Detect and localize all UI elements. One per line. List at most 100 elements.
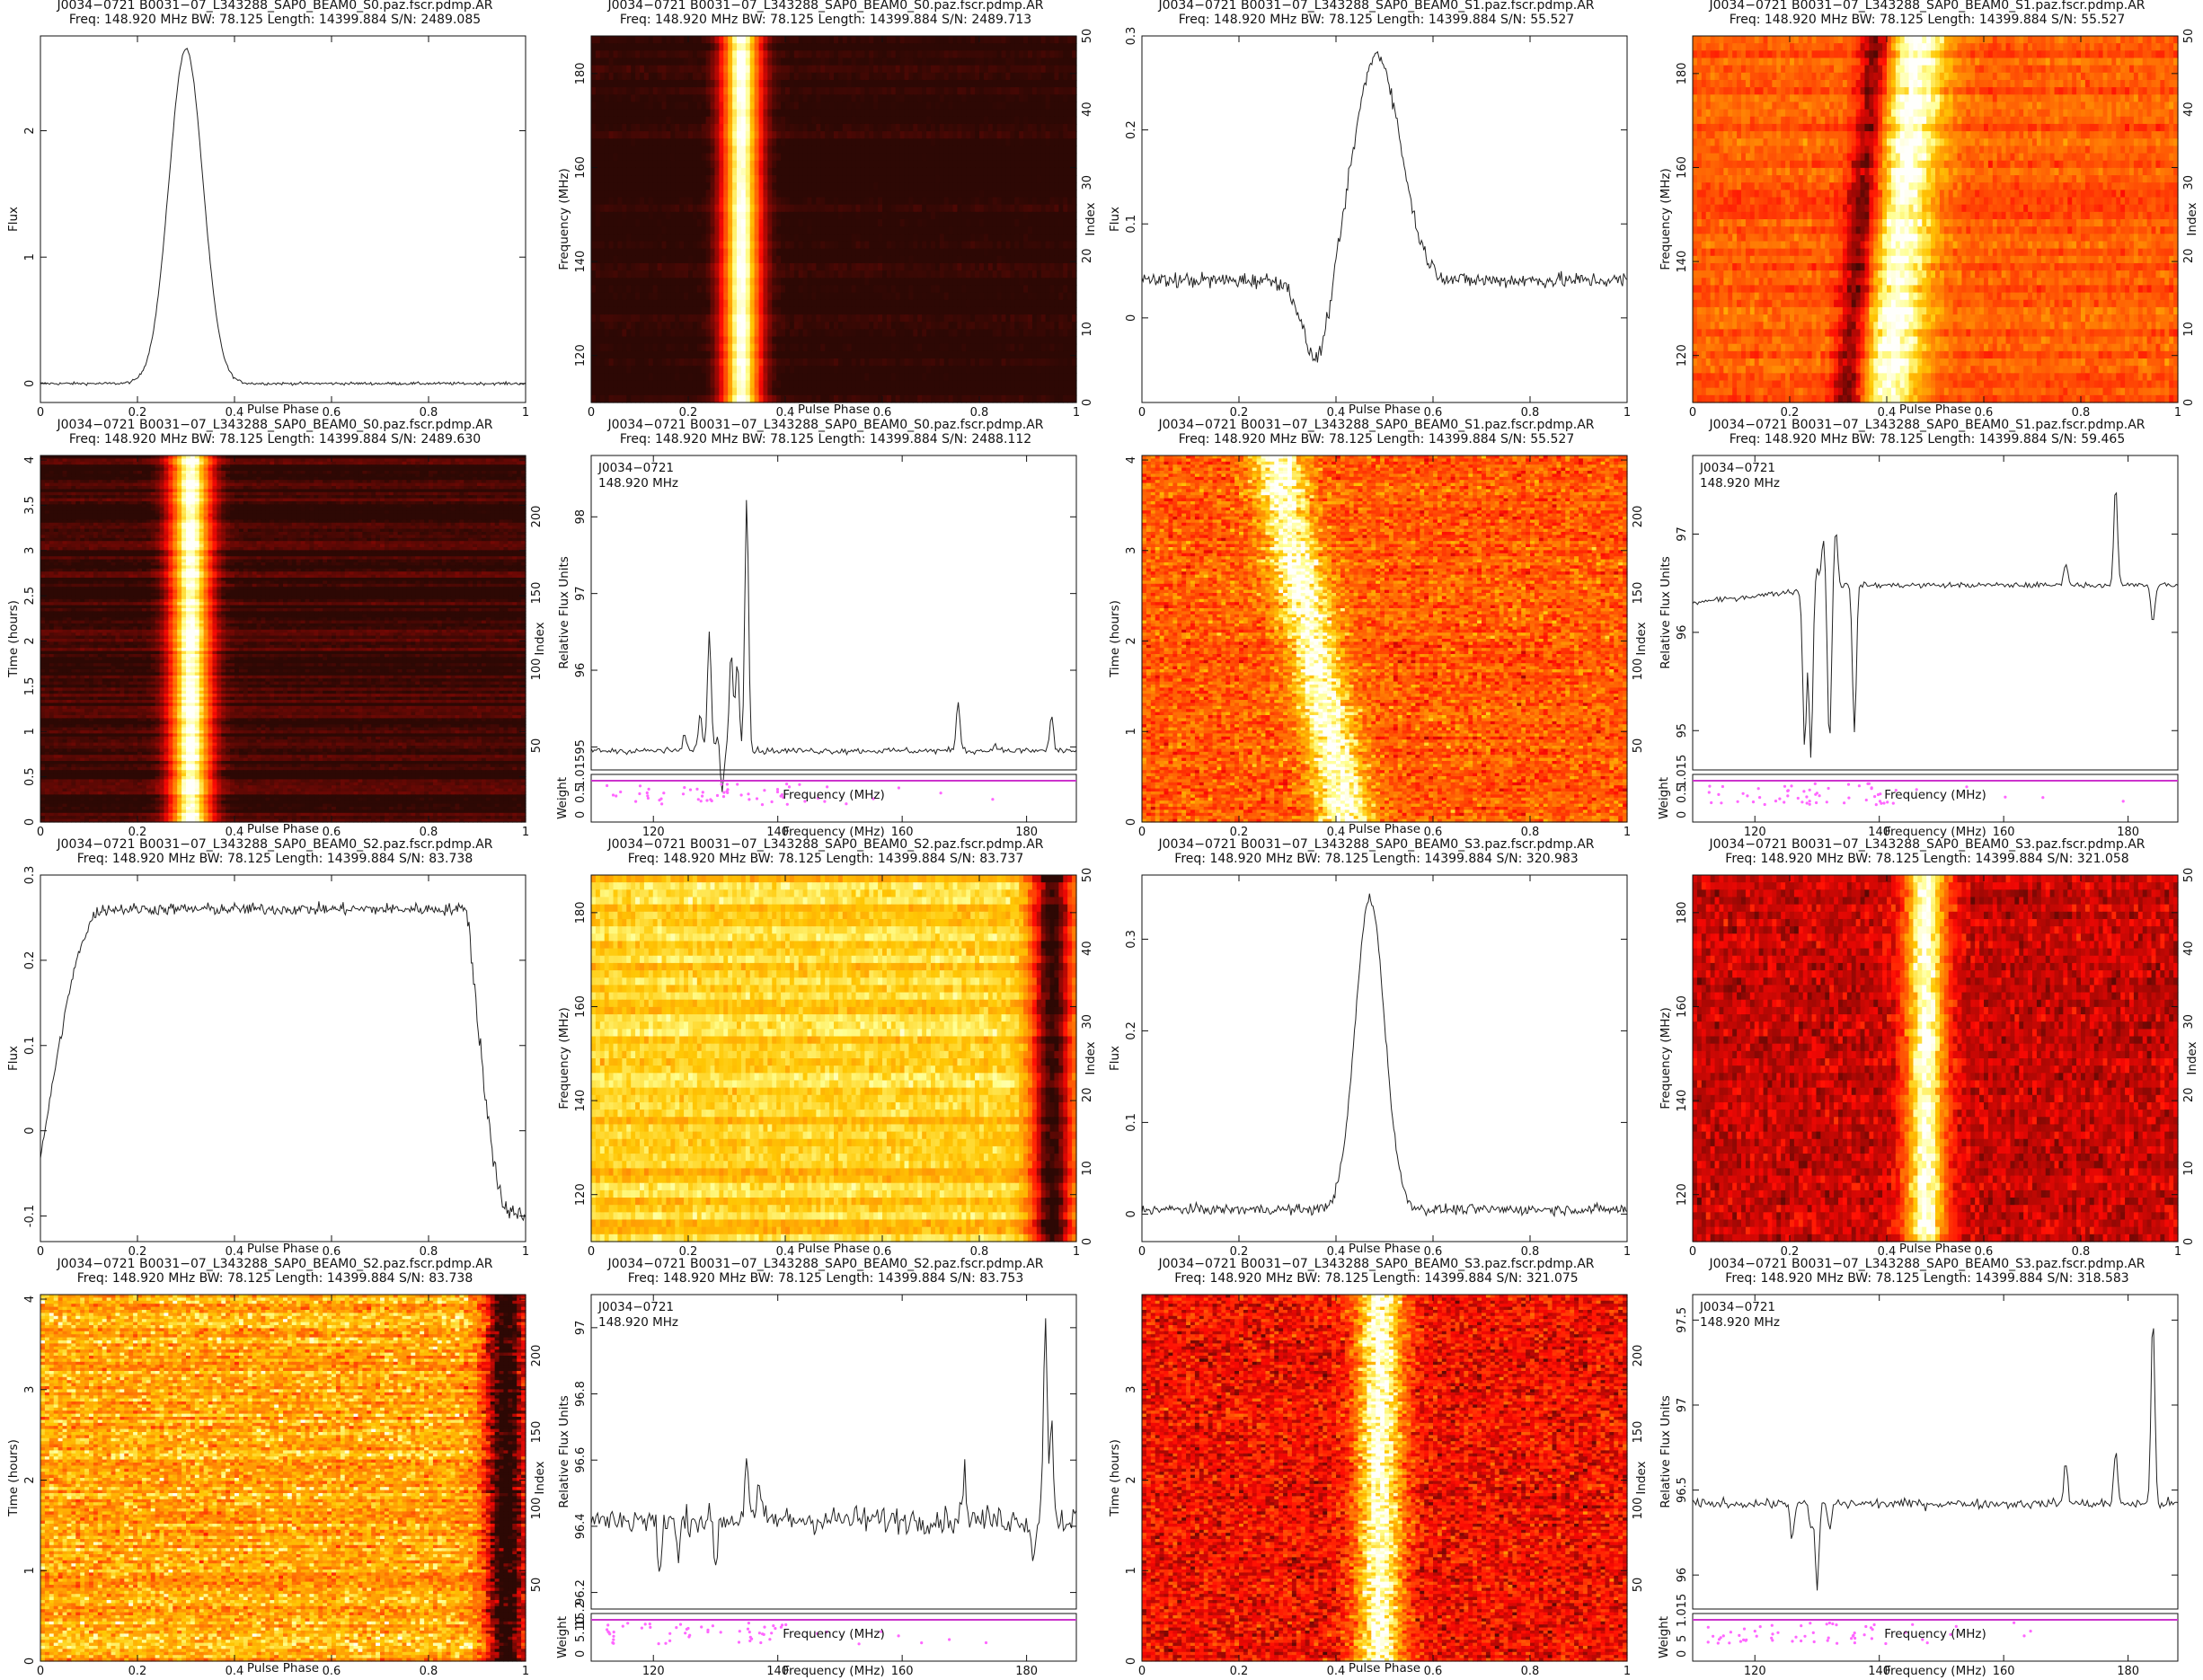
heatmap-cell <box>631 36 636 44</box>
heatmap-cell <box>984 344 989 352</box>
heatmap-cell <box>887 344 892 352</box>
heatmap-cell <box>684 329 689 337</box>
heatmap-cell <box>759 110 765 118</box>
heatmap-cell <box>1028 102 1033 110</box>
heatmap-cell <box>882 168 888 176</box>
heatmap-cell <box>679 270 685 279</box>
heatmap-cell <box>693 241 698 249</box>
heatmap-cell <box>644 219 650 227</box>
heatmap-cell <box>688 234 694 242</box>
heatmap-cell <box>662 146 668 154</box>
heatmap-cell <box>688 241 694 249</box>
heatmap-cell <box>1019 293 1024 301</box>
heatmap-cell <box>609 80 615 88</box>
chart-title: J0034−0721 B0031−07_L343288_SAP0_BEAM0_S… <box>606 0 1043 13</box>
heatmap-cell <box>609 358 615 367</box>
heatmap-cell <box>966 94 971 102</box>
heatmap-cell <box>843 110 848 118</box>
heatmap-cell <box>1037 131 1042 139</box>
heatmap-cell <box>653 117 659 125</box>
heatmap-cell <box>931 226 936 234</box>
heatmap-cell <box>1032 270 1038 279</box>
heatmap-cell <box>908 358 914 367</box>
heatmap-cell <box>772 190 777 198</box>
heatmap-cell <box>666 80 671 88</box>
heatmap-cell <box>896 270 901 279</box>
heatmap-cell <box>785 205 791 213</box>
heatmap-cell <box>605 293 610 301</box>
heatmap-cell <box>666 36 671 44</box>
heatmap-cell <box>679 43 685 51</box>
heatmap-cell <box>591 270 597 279</box>
heatmap-cell <box>1032 241 1038 249</box>
heatmap-cell <box>891 66 897 74</box>
heatmap-cell <box>693 219 698 227</box>
heatmap-cell <box>905 94 910 102</box>
heatmap-cell <box>658 337 663 345</box>
heatmap-cell <box>1058 182 1064 190</box>
heatmap-cell <box>1014 263 1020 271</box>
heatmap-cell <box>803 190 809 198</box>
heatmap-cell <box>869 138 874 146</box>
heatmap-cell <box>896 110 901 118</box>
heatmap-cell <box>799 73 804 81</box>
heatmap-cell <box>767 219 773 227</box>
heatmap-cell <box>829 138 835 146</box>
heatmap-cell <box>679 36 685 44</box>
heatmap-cell <box>957 278 962 286</box>
heatmap-cell <box>670 182 676 190</box>
heatmap-cell <box>679 146 685 154</box>
heatmap-cell <box>913 198 918 206</box>
heatmap-cell <box>838 344 844 352</box>
heatmap-cell <box>1028 50 1033 58</box>
heatmap-cell <box>679 226 685 234</box>
heatmap-cell <box>970 175 976 183</box>
heatmap-cell <box>1054 270 1059 279</box>
heatmap-cell <box>970 117 976 125</box>
heatmap-cell <box>917 154 923 162</box>
heatmap-cell <box>785 263 791 271</box>
heatmap-cell <box>684 110 689 118</box>
heatmap-cell <box>856 131 862 139</box>
heatmap-cell <box>944 249 950 257</box>
heatmap-cell <box>772 226 777 234</box>
heatmap-cell <box>887 182 892 190</box>
heatmap-cell <box>913 168 918 176</box>
heatmap-cell <box>1028 249 1033 257</box>
heatmap-cell <box>737 131 742 139</box>
heatmap-cell <box>988 351 994 359</box>
heatmap-cell <box>776 57 782 66</box>
heatmap-cell <box>856 102 862 110</box>
heatmap-cell <box>759 234 765 242</box>
heatmap-cell <box>1014 87 1020 95</box>
heatmap-cell <box>1005 175 1011 183</box>
heatmap-cell <box>979 154 985 162</box>
heatmap-cell <box>860 198 865 206</box>
heatmap-cell <box>1014 146 1020 154</box>
heatmap-cell <box>763 66 768 74</box>
heatmap-cell <box>631 110 636 118</box>
heatmap-cell <box>811 219 817 227</box>
heatmap-cell <box>649 300 654 308</box>
heatmap-cell <box>1054 94 1059 102</box>
heatmap-cell <box>922 307 927 315</box>
heatmap-cell <box>1037 110 1042 118</box>
heatmap-cell <box>882 351 888 359</box>
heatmap-cell <box>816 80 821 88</box>
heatmap-cell <box>649 285 654 293</box>
heatmap-cell <box>908 131 914 139</box>
heatmap-cell <box>838 307 844 315</box>
heatmap-cell <box>808 102 813 110</box>
heatmap-cell <box>975 293 980 301</box>
heatmap-cell <box>843 241 848 249</box>
heatmap-cell <box>931 300 936 308</box>
heatmap-cell <box>719 66 724 74</box>
heatmap-cell <box>649 322 654 330</box>
heatmap-cell <box>843 314 848 323</box>
heatmap-cell <box>635 249 641 257</box>
heatmap-cell <box>759 285 765 293</box>
heatmap-cell <box>741 249 747 257</box>
heatmap-cell <box>790 234 795 242</box>
heatmap-cell <box>829 57 835 66</box>
heatmap-cell <box>609 241 615 249</box>
